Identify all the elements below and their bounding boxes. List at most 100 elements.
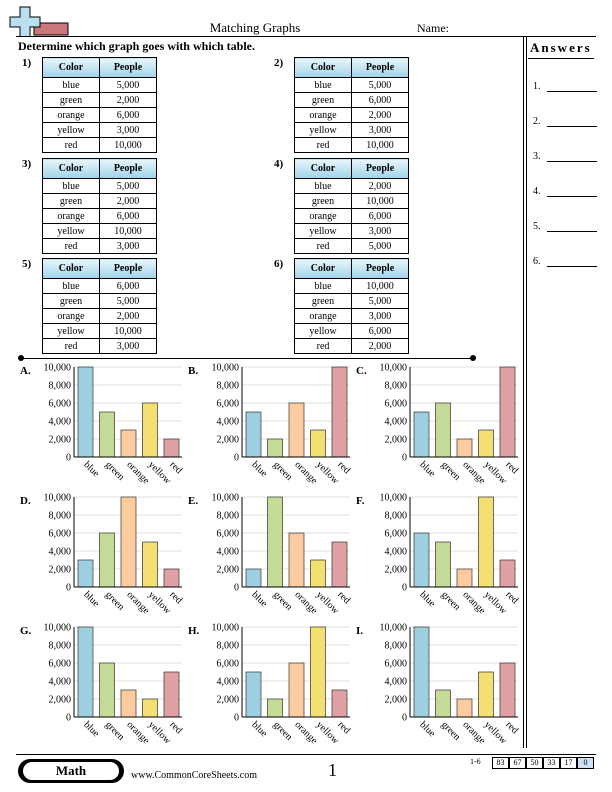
bar-orange — [456, 438, 473, 458]
people-cell: 2,000 — [351, 107, 409, 123]
people-cell: 6,000 — [351, 92, 409, 108]
x-tick-label: red — [503, 459, 520, 476]
y-tick-label: 6,000 — [217, 399, 240, 410]
y-tick-label: 6,000 — [217, 659, 240, 670]
color-cell: orange — [42, 308, 100, 324]
table-header-color: Color — [294, 158, 352, 179]
table-row: red 10,000 — [42, 137, 157, 153]
color-cell: red — [294, 137, 352, 153]
bar-blue — [77, 626, 94, 718]
x-tick-label: red — [167, 589, 184, 606]
x-tick-label: blue — [417, 589, 437, 609]
y-tick-label: 10,000 — [44, 493, 72, 504]
bar-red — [331, 366, 348, 458]
y-tick-label: 8,000 — [217, 641, 240, 652]
color-cell: green — [294, 92, 352, 108]
bar-blue — [413, 411, 430, 458]
graph-label: B. — [188, 365, 199, 377]
answer-number: 2. — [533, 116, 541, 127]
data-table: Color People blue 2,000 green 10,000 orange 6,0… — [294, 158, 409, 254]
people-cell: 6,000 — [351, 323, 409, 339]
table-row: red 2,000 — [294, 338, 409, 354]
bar-chart: 0 2,000 4,000 6,000 8,000 10,000 blue greenoran… — [212, 623, 353, 747]
color-cell: yellow — [294, 223, 352, 239]
bar-yellow — [478, 429, 494, 458]
table-row: green 5,000 — [42, 293, 157, 309]
x-tick-label: green — [271, 719, 294, 742]
answer-line: 3. — [533, 150, 597, 162]
people-cell: 5,000 — [351, 238, 409, 254]
table-row: green 2,000 — [42, 193, 157, 209]
answer-blank[interactable] — [546, 185, 597, 197]
people-cell: 10,000 — [99, 137, 157, 153]
y-tick-label: 10,000 — [212, 363, 240, 374]
y-tick-label: 0 — [66, 583, 71, 594]
x-tick-label: orange — [124, 459, 151, 486]
table-row: yellow 3,000 — [294, 223, 409, 239]
x-tick-label: red — [335, 589, 352, 606]
color-cell: blue — [294, 77, 352, 93]
table-row: red 10,000 — [294, 137, 409, 153]
bar-green — [99, 532, 115, 588]
y-tick-label: 6,000 — [217, 529, 240, 540]
logo-icon — [9, 6, 69, 37]
table-row: orange 6,000 — [42, 107, 157, 123]
x-tick-label: green — [439, 459, 462, 482]
y-tick-label: 6,000 — [49, 399, 72, 410]
people-cell: 6,000 — [351, 208, 409, 224]
question-number: 3) — [22, 158, 32, 170]
color-cell: blue — [42, 178, 100, 194]
y-tick-label: 10,000 — [44, 623, 72, 634]
graph-label: F. — [356, 495, 365, 507]
color-cell: red — [42, 238, 100, 254]
y-tick-label: 2,000 — [385, 695, 408, 706]
answer-blank[interactable] — [546, 255, 597, 267]
x-tick-label: blue — [81, 589, 101, 609]
data-table: Color People blue 5,000 green 6,000 orange 2,00… — [294, 57, 409, 153]
bar-green — [435, 402, 451, 458]
table-header-color: Color — [294, 57, 352, 78]
x-tick-label: orange — [124, 719, 151, 746]
answer-blank[interactable] — [546, 220, 597, 232]
table-header-people: People — [351, 158, 409, 179]
people-cell: 2,000 — [351, 178, 409, 194]
bar-blue — [413, 532, 430, 588]
x-tick-label: yellow — [482, 459, 510, 487]
answer-blank[interactable] — [546, 150, 597, 162]
score-box: 67 — [509, 757, 526, 769]
answer-blank[interactable] — [546, 80, 597, 92]
question-number: 1) — [22, 57, 32, 69]
x-tick-label: green — [271, 589, 294, 612]
y-tick-label: 8,000 — [49, 511, 72, 522]
answer-blank[interactable] — [546, 115, 597, 127]
bar-green — [267, 698, 283, 718]
footer-rule — [16, 754, 596, 755]
x-tick-label: yellow — [314, 719, 342, 747]
x-tick-label: orange — [292, 719, 319, 746]
color-cell: green — [42, 293, 100, 309]
graph-label: A. — [20, 365, 31, 377]
y-tick-label: 2,000 — [385, 435, 408, 446]
separator-dot-left — [18, 355, 24, 361]
x-tick-label: orange — [124, 589, 151, 616]
y-tick-label: 8,000 — [49, 381, 72, 392]
y-tick-label: 4,000 — [385, 677, 408, 688]
people-cell: 6,000 — [99, 278, 157, 294]
table-header-color: Color — [42, 258, 100, 279]
table-row: orange 2,000 — [294, 107, 409, 123]
question-number: 2) — [274, 57, 284, 69]
site-url: www.CommonCoreSheets.com — [131, 770, 258, 781]
instruction: Determine which graph goes with which ta… — [18, 39, 255, 53]
bar-orange — [288, 662, 305, 718]
score-range: 1-6 — [470, 757, 481, 766]
table-row: blue 5,000 — [42, 77, 157, 93]
bar-green — [435, 541, 451, 588]
question-number: 5) — [22, 258, 32, 270]
color-cell: green — [42, 92, 100, 108]
answer-divider — [523, 36, 524, 748]
bar-red — [331, 689, 348, 718]
table-row: yellow 10,000 — [42, 323, 157, 339]
people-cell: 10,000 — [351, 278, 409, 294]
answer-line: 4. — [533, 185, 597, 197]
y-tick-label: 8,000 — [385, 641, 408, 652]
